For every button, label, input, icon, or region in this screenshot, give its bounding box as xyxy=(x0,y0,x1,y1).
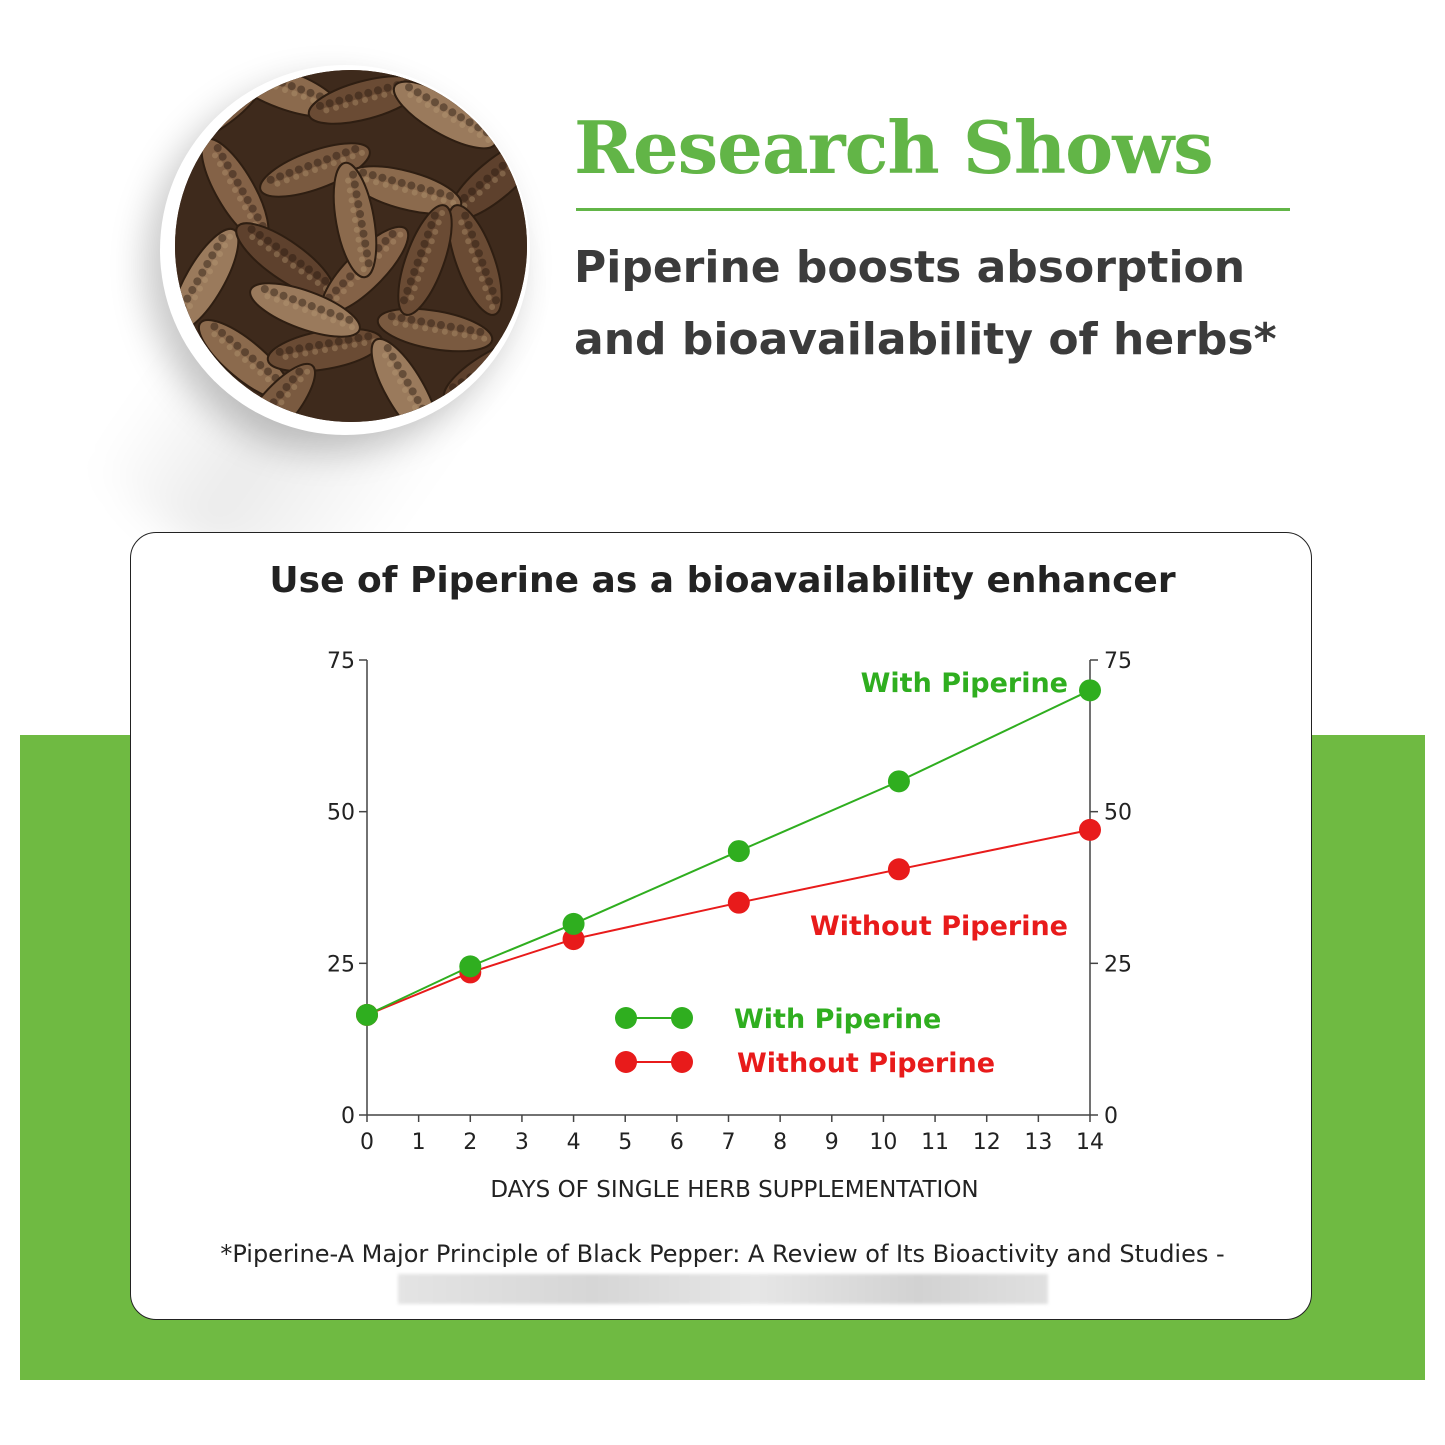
x-tick-label: 1 xyxy=(412,1130,426,1155)
x-tick-label: 9 xyxy=(825,1130,839,1155)
legend-marker-without-piperine xyxy=(671,1051,693,1073)
y-tick-label-left: 0 xyxy=(341,1104,355,1129)
y-tick-label-right: 50 xyxy=(1104,801,1132,826)
x-tick-label: 8 xyxy=(773,1130,787,1155)
data-point-without-piperine xyxy=(562,928,585,951)
x-tick-label: 2 xyxy=(463,1130,477,1155)
data-point-without-piperine xyxy=(887,858,910,881)
x-tick-label: 5 xyxy=(618,1130,632,1155)
annotation-without-piperine: Without Piperine xyxy=(810,911,1068,942)
annotation-with-piperine: With Piperine xyxy=(861,668,1068,699)
page-title: Research Shows xyxy=(574,105,1214,190)
x-tick-label: 12 xyxy=(973,1130,1001,1155)
x-tick-label: 3 xyxy=(515,1130,529,1155)
data-point-without-piperine xyxy=(1079,818,1101,841)
data-point-with-piperine xyxy=(1079,679,1101,702)
legend-marker-with-piperine xyxy=(671,1007,693,1029)
subtitle-line-2: and bioavailability of herbs* xyxy=(574,314,1277,365)
x-tick-label: 11 xyxy=(921,1130,949,1155)
legend-marker-without-piperine xyxy=(615,1051,637,1073)
chart-card xyxy=(130,532,1312,1320)
y-tick-label-right: 75 xyxy=(1104,649,1132,674)
title-underline xyxy=(576,208,1290,211)
page-subtitle: Piperine boosts absorption and bioavaila… xyxy=(574,232,1334,376)
data-point-with-piperine xyxy=(356,1003,378,1026)
legend-marker-with-piperine xyxy=(615,1007,637,1029)
data-point-with-piperine xyxy=(459,955,482,978)
x-tick-label: 7 xyxy=(722,1130,736,1155)
y-tick-label-left: 75 xyxy=(327,649,355,674)
series-line-without-piperine xyxy=(366,828,1091,1016)
y-tick-label-right: 0 xyxy=(1104,1104,1118,1129)
x-tick-label: 10 xyxy=(869,1130,897,1155)
chart-title: Use of Piperine as a bioavailability enh… xyxy=(269,560,1176,601)
subtitle-line-1: Piperine boosts absorption xyxy=(574,242,1246,293)
legend-label-without-piperine: Without Piperine xyxy=(737,1048,995,1079)
y-tick-label-right: 25 xyxy=(1104,952,1132,977)
series-line-with-piperine xyxy=(366,689,1091,1016)
data-point-with-piperine xyxy=(562,912,585,935)
data-point-with-piperine xyxy=(887,770,910,793)
x-tick-label: 0 xyxy=(360,1130,374,1155)
x-tick-label: 13 xyxy=(1024,1130,1052,1155)
x-tick-label: 14 xyxy=(1076,1130,1104,1155)
x-axis-label: DAYS OF SINGLE HERB SUPPLEMENTATION xyxy=(490,1177,978,1203)
x-tick-label: 4 xyxy=(567,1130,581,1155)
data-point-with-piperine xyxy=(727,840,750,863)
y-tick-label-left: 25 xyxy=(327,952,355,977)
legend-label-with-piperine: With Piperine xyxy=(734,1004,941,1035)
y-tick-label-left: 50 xyxy=(327,801,355,826)
data-point-without-piperine xyxy=(727,891,750,914)
citation-text: *Piperine-A Major Principle of Black Pep… xyxy=(220,1240,1225,1268)
citation-redacted-text xyxy=(398,1274,1048,1304)
x-tick-label: 6 xyxy=(670,1130,684,1155)
